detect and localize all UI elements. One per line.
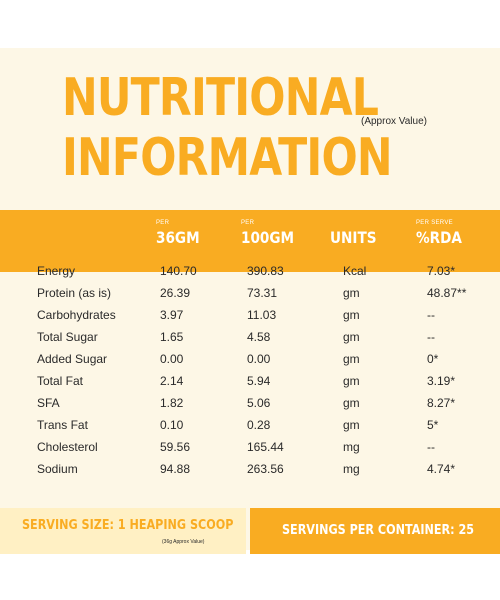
title-line-2: INFORMATION	[62, 128, 393, 188]
rda-percent: 4.74*	[427, 462, 456, 476]
servings-per-container-text: SERVINGS PER CONTAINER: 25	[282, 523, 475, 538]
unit: gm	[343, 352, 360, 366]
column-per-label: PER	[156, 220, 170, 226]
value-per-36gm: 1.82	[160, 396, 184, 410]
unit: gm	[343, 418, 360, 432]
column-label: 100GM	[241, 228, 295, 247]
rda-percent: 5*	[427, 418, 439, 432]
value-per-100gm: 0.28	[247, 418, 271, 432]
nutrient-name: SFA	[37, 396, 60, 410]
nutrient-name: Carbohydrates	[37, 308, 116, 322]
value-per-100gm: 263.56	[247, 462, 284, 476]
value-per-36gm: 2.14	[160, 374, 184, 388]
nutrient-name: Cholesterol	[37, 440, 98, 454]
value-per-100gm: 390.83	[247, 264, 284, 278]
unit: gm	[343, 396, 360, 410]
table-row: Energy 140.70 390.83 Kcal 7.03*	[0, 264, 500, 286]
servings-per-container-panel: SERVINGS PER CONTAINER: 25	[250, 508, 500, 554]
nutrient-name: Added Sugar	[37, 352, 108, 366]
column-per-label: PER SERVE	[416, 220, 453, 226]
value-per-100gm: 0.00	[247, 352, 271, 366]
rda-percent: --	[427, 440, 435, 454]
table-row: SFA 1.82 5.06 gm 8.27*	[0, 396, 500, 418]
nutrient-name: Total Fat	[37, 374, 84, 388]
value-per-36gm: 3.97	[160, 308, 184, 322]
footer: SERVING SIZE: 1 HEAPING SCOOP (36g Appro…	[0, 508, 500, 554]
value-per-36gm: 59.56	[160, 440, 191, 454]
value-per-36gm: 1.65	[160, 330, 184, 344]
rda-percent: 3.19*	[427, 374, 456, 388]
serving-size-note: (36g Approx Value)	[162, 539, 205, 545]
serving-size-text: SERVING SIZE: 1 HEAPING SCOOP	[22, 518, 234, 533]
rda-percent: 48.87**	[427, 286, 467, 300]
table-row: Carbohydrates 3.97 11.03 gm --	[0, 308, 500, 330]
rda-percent: 7.03*	[427, 264, 456, 278]
table-header: PER 36GM PER 100GM UNITS PER SERVE %RDA	[0, 210, 500, 272]
unit: mg	[343, 440, 360, 454]
column-label: UNITS	[330, 228, 377, 247]
rda-percent: 0*	[427, 352, 439, 366]
table-row: Sodium 94.88 263.56 mg 4.74*	[0, 462, 500, 484]
nutrient-name: Protein (as is)	[37, 286, 112, 300]
value-per-36gm: 94.88	[160, 462, 191, 476]
approx-value-note: (Approx Value)	[361, 116, 427, 127]
unit: gm	[343, 286, 360, 300]
unit: gm	[343, 374, 360, 388]
value-per-100gm: 5.94	[247, 374, 271, 388]
nutrient-name: Total Sugar	[37, 330, 98, 344]
table-row: Added Sugar 0.00 0.00 gm 0*	[0, 352, 500, 374]
title-line-1: NUTRITIONAL	[62, 68, 379, 128]
table-row: Total Fat 2.14 5.94 gm 3.19*	[0, 374, 500, 396]
column-label: 36GM	[156, 228, 200, 247]
unit: mg	[343, 462, 360, 476]
rda-percent: 8.27*	[427, 396, 456, 410]
unit: gm	[343, 330, 360, 344]
serving-size-panel: SERVING SIZE: 1 HEAPING SCOOP (36g Appro…	[0, 508, 246, 554]
nutrient-name: Energy	[37, 264, 76, 278]
nutrient-name: Trans Fat	[37, 418, 88, 432]
value-per-36gm: 0.10	[160, 418, 184, 432]
value-per-100gm: 73.31	[247, 286, 278, 300]
value-per-36gm: 140.70	[160, 264, 197, 278]
value-per-100gm: 5.06	[247, 396, 271, 410]
unit: gm	[343, 308, 360, 322]
column-per-label: PER	[241, 220, 255, 226]
value-per-100gm: 165.44	[247, 440, 284, 454]
column-label: %RDA	[416, 228, 462, 247]
table-row: Total Sugar 1.65 4.58 gm --	[0, 330, 500, 352]
value-per-36gm: 26.39	[160, 286, 191, 300]
nutrient-name: Sodium	[37, 462, 78, 476]
table-row: Cholesterol 59.56 165.44 mg --	[0, 440, 500, 462]
rda-percent: --	[427, 330, 435, 344]
table-row: Protein (as is) 26.39 73.31 gm 48.87**	[0, 286, 500, 308]
table-row: Trans Fat 0.10 0.28 gm 5*	[0, 418, 500, 440]
value-per-36gm: 0.00	[160, 352, 184, 366]
value-per-100gm: 11.03	[247, 308, 277, 322]
unit: Kcal	[343, 264, 367, 278]
rda-percent: --	[427, 308, 435, 322]
nutrition-card: NUTRITIONAL (Approx Value) INFORMATION P…	[0, 48, 500, 554]
value-per-100gm: 4.58	[247, 330, 271, 344]
